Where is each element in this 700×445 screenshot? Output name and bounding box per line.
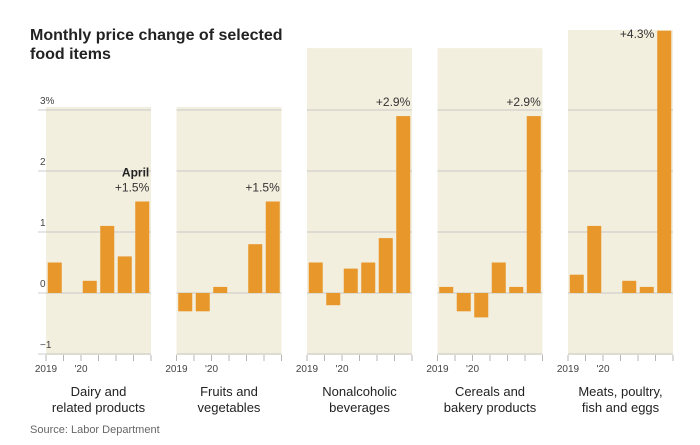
- bar: [361, 262, 376, 293]
- y-tick-label: 3%: [40, 96, 55, 107]
- bar: [100, 225, 115, 293]
- bar: [396, 116, 411, 293]
- x-tick-label: '20: [205, 364, 218, 375]
- bar: [639, 286, 654, 293]
- bar: [213, 286, 228, 293]
- bar: [178, 293, 193, 312]
- value-label: +1.5%: [245, 181, 280, 195]
- bar: [343, 268, 358, 293]
- bar: [248, 244, 263, 293]
- y-tick-label: 1: [40, 218, 46, 229]
- panel-background: [437, 48, 543, 355]
- panel-label: Dairy and related products: [51, 384, 146, 415]
- bar: [526, 116, 541, 293]
- bar: [117, 256, 132, 293]
- bar: [509, 286, 524, 293]
- bar: [195, 293, 210, 312]
- bar: [439, 286, 454, 293]
- x-tick-label: '20: [335, 364, 348, 375]
- y-tick-label: −1: [40, 340, 52, 351]
- x-tick-label: 2019: [557, 364, 580, 375]
- value-label: +2.9%: [506, 95, 541, 109]
- bar: [456, 293, 471, 312]
- bar: [378, 238, 393, 293]
- x-tick-label: '20: [596, 364, 609, 375]
- x-tick-label: 2019: [165, 364, 188, 375]
- source: Source: Labor Department: [30, 424, 160, 436]
- x-tick-label: '20: [74, 364, 87, 375]
- bar: [308, 262, 323, 293]
- bar: [491, 262, 506, 293]
- chart-title: Monthly price change of selected food it…: [30, 27, 283, 63]
- x-tick-label: 2019: [426, 364, 449, 375]
- bar: [326, 293, 341, 306]
- bar: [657, 30, 672, 293]
- bar: [47, 262, 62, 293]
- bar: [265, 201, 280, 293]
- x-tick-label: 2019: [296, 364, 319, 375]
- value-label: +4.3%: [620, 27, 655, 41]
- value-label: +2.9%: [376, 95, 411, 109]
- panel-background: [46, 106, 151, 355]
- annotation: April: [122, 166, 149, 180]
- panel-background: [568, 30, 673, 355]
- bar: [569, 274, 584, 293]
- panel-label: Cereals and bakery products: [443, 384, 537, 415]
- x-tick-label: '20: [466, 364, 479, 375]
- panel-label: Nonalcoholic beverages: [322, 384, 397, 415]
- bar: [622, 280, 637, 293]
- y-tick-label: 0: [40, 279, 46, 290]
- panel-label: Fruits and vegetables: [197, 384, 261, 415]
- panel-background: [176, 106, 282, 355]
- y-tick-label: 2: [40, 157, 46, 168]
- bar: [135, 201, 150, 293]
- bar: [474, 293, 489, 318]
- panel-label: Meats, poultry, fish and eggs: [578, 384, 663, 415]
- bar: [82, 280, 97, 293]
- x-tick-label: 2019: [35, 364, 58, 375]
- value-label: +1.5%: [115, 181, 150, 195]
- bar: [587, 225, 602, 293]
- panel-background: [307, 48, 412, 355]
